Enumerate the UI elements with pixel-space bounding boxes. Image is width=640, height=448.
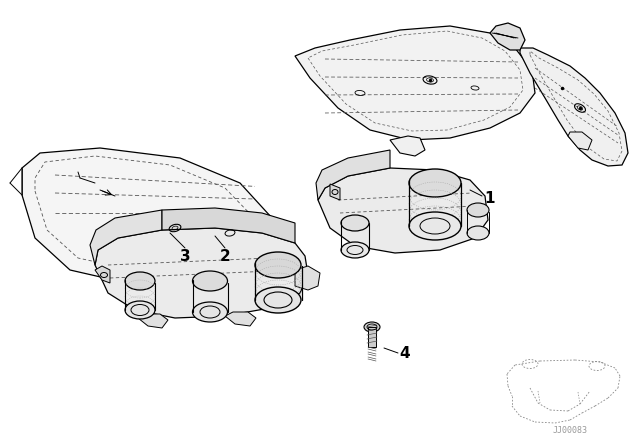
- Ellipse shape: [409, 212, 461, 240]
- Text: 2: 2: [220, 249, 230, 263]
- Ellipse shape: [341, 242, 369, 258]
- Ellipse shape: [255, 252, 301, 278]
- Polygon shape: [520, 48, 628, 166]
- Text: 3: 3: [180, 249, 190, 263]
- Polygon shape: [95, 266, 110, 283]
- Polygon shape: [295, 26, 535, 140]
- Ellipse shape: [467, 226, 489, 240]
- Polygon shape: [318, 168, 488, 253]
- Ellipse shape: [125, 272, 155, 290]
- Ellipse shape: [341, 215, 369, 231]
- Polygon shape: [490, 23, 525, 50]
- Polygon shape: [330, 184, 340, 200]
- Text: 1: 1: [484, 190, 495, 206]
- Ellipse shape: [364, 322, 380, 332]
- Polygon shape: [316, 150, 390, 200]
- Text: JJ00083: JJ00083: [552, 426, 588, 435]
- Text: 4: 4: [400, 345, 410, 361]
- Ellipse shape: [125, 301, 155, 319]
- Polygon shape: [568, 132, 592, 150]
- Polygon shape: [22, 148, 282, 286]
- Ellipse shape: [193, 302, 227, 322]
- Polygon shape: [295, 266, 320, 290]
- Polygon shape: [225, 312, 256, 326]
- Polygon shape: [95, 228, 308, 318]
- Polygon shape: [368, 327, 376, 347]
- Polygon shape: [390, 136, 425, 156]
- Polygon shape: [162, 208, 295, 243]
- Ellipse shape: [193, 271, 227, 291]
- Polygon shape: [138, 314, 168, 328]
- Polygon shape: [90, 210, 162, 265]
- Ellipse shape: [467, 203, 489, 217]
- Ellipse shape: [255, 287, 301, 313]
- Ellipse shape: [409, 169, 461, 197]
